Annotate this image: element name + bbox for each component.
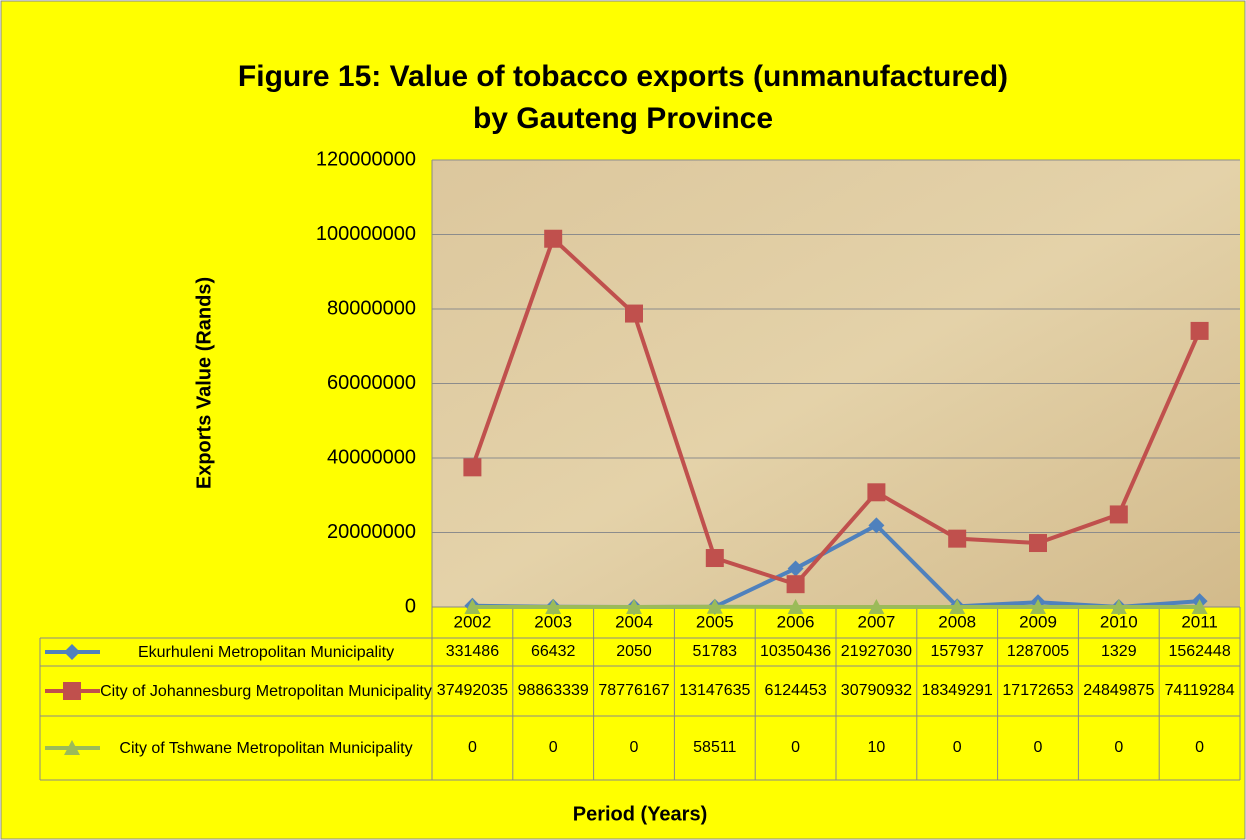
table-value: 24849875 <box>1083 682 1154 699</box>
marker <box>1191 599 1208 614</box>
marker <box>1110 599 1127 614</box>
marker <box>63 682 81 700</box>
legend-label: Ekurhuleni Metropolitan Municipality <box>137 643 395 661</box>
legend-label: City of Tshwane Metropolitan Municipalit… <box>119 739 413 757</box>
table-value: 0 <box>1195 739 1204 756</box>
table-value: 2050 <box>616 643 652 660</box>
table-value: 37492035 <box>437 682 508 699</box>
table-value: 13147635 <box>679 682 750 699</box>
table-value: 98863339 <box>518 682 589 699</box>
marker <box>786 575 805 594</box>
x-tick-label: 2003 <box>534 612 572 631</box>
y-tick-label: 80000000 <box>327 297 416 319</box>
x-tick-label: 2006 <box>777 612 815 631</box>
table-value: 0 <box>630 739 639 756</box>
marker <box>787 599 804 614</box>
marker <box>705 549 724 568</box>
table-value: 58511 <box>693 739 736 756</box>
y-tick-label: 60000000 <box>327 372 416 394</box>
x-tick-label: 2007 <box>857 612 895 631</box>
table-value: 331486 <box>446 643 499 660</box>
table-value: 0 <box>549 739 558 756</box>
marker <box>463 458 482 477</box>
marker <box>464 599 481 614</box>
marker <box>1190 321 1209 340</box>
x-tick-label: 2002 <box>453 612 491 631</box>
x-tick-label: 2010 <box>1100 612 1138 631</box>
chart-title: Figure 15: Value of tobacco exports (unm… <box>237 60 1009 135</box>
table-value: 10 <box>868 739 886 756</box>
marker <box>948 529 967 548</box>
x-tick-label: 2005 <box>696 612 734 631</box>
table-value: 18349291 <box>922 682 993 699</box>
marker <box>544 229 563 248</box>
y-axis-title: Exports Value (Rands) <box>193 277 215 489</box>
x-tick-label: 2008 <box>938 612 976 631</box>
marker <box>1109 505 1128 524</box>
series-line <box>470 236 1202 587</box>
y-tick-label: 120000000 <box>316 148 416 170</box>
table-value: 1329 <box>1101 643 1137 660</box>
marker <box>868 598 885 614</box>
legend-label: City of Johannesburg Metropolitan Munici… <box>100 682 432 700</box>
table-value: 0 <box>953 739 962 756</box>
x-tick-label: 2009 <box>1019 612 1057 631</box>
x-axis-title: Period (Years) <box>573 803 708 825</box>
table-value: 66432 <box>531 643 576 660</box>
table-value: 0 <box>1114 739 1123 756</box>
legend-label-box: City of Tshwane Metropolitan Municipalit… <box>119 739 413 757</box>
marker <box>706 598 723 614</box>
y-tick-label: 100000000 <box>316 223 416 245</box>
table-value: 30790932 <box>841 682 912 699</box>
marker <box>64 644 80 660</box>
marker <box>867 483 886 502</box>
marker <box>545 599 562 614</box>
legend-label-box: City of Johannesburg Metropolitan Munici… <box>100 682 432 700</box>
table-value: 157937 <box>931 643 984 660</box>
table-value: 0 <box>468 739 477 756</box>
table-value: 1287005 <box>1007 643 1069 660</box>
table-value: 1562448 <box>1168 643 1230 660</box>
legend-label-box: Ekurhuleni Metropolitan Municipality <box>137 643 395 661</box>
marker <box>787 560 804 577</box>
marker <box>1030 599 1046 614</box>
table-value: 0 <box>791 739 800 756</box>
table-value: 0 <box>1034 739 1043 756</box>
marker <box>64 740 80 755</box>
table-value: 78776167 <box>598 682 669 699</box>
title-box: Figure 15: Value of tobacco exports (unm… <box>237 60 1009 135</box>
table-value: 51783 <box>693 643 738 660</box>
table-value: 6124453 <box>764 682 826 699</box>
x-tick-label: 2011 <box>1181 612 1218 631</box>
table-value: 21927030 <box>841 643 912 660</box>
series <box>463 229 1209 594</box>
y-tick-label: 40000000 <box>327 446 416 468</box>
table-value: 17172653 <box>1002 682 1073 699</box>
marker <box>868 517 885 534</box>
marker <box>949 599 966 614</box>
marker <box>1029 534 1047 553</box>
y-tick-label: 20000000 <box>327 521 416 543</box>
marker <box>626 599 642 614</box>
table-value: 74119284 <box>1165 682 1235 699</box>
y-tick-label: 0 <box>405 595 416 617</box>
marker <box>625 304 643 323</box>
series <box>464 598 1208 614</box>
x-tick-label: 2004 <box>615 612 653 631</box>
table-value: 10350436 <box>760 643 831 660</box>
